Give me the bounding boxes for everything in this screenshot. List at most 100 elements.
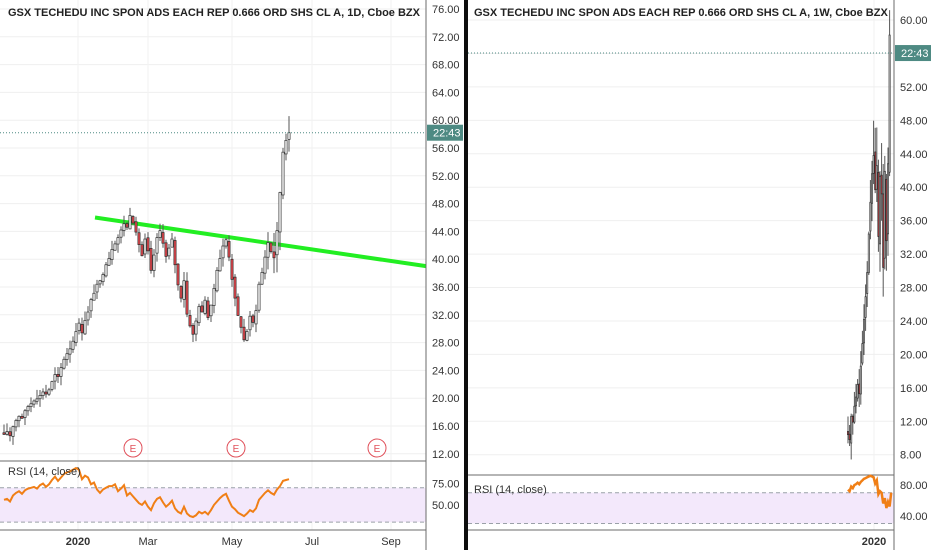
- price-tick-label: 56.00: [432, 143, 460, 155]
- candle: [263, 250, 267, 280]
- candle: [861, 330, 864, 366]
- earnings-label: E: [233, 444, 240, 455]
- price-tick-label: 36.00: [900, 216, 928, 228]
- candle: [86, 306, 90, 326]
- candle: [143, 233, 147, 259]
- candle: [866, 261, 869, 308]
- candle: [11, 425, 15, 445]
- rsi-pane: [468, 474, 894, 524]
- panel-divider[interactable]: [464, 0, 468, 550]
- candle: [880, 143, 883, 221]
- candle: [885, 174, 888, 271]
- price-tick-label: 16.00: [900, 383, 928, 395]
- earnings-marker: E: [367, 438, 387, 458]
- candle: [218, 249, 222, 272]
- candle: [251, 313, 255, 328]
- price-tick-label: 40.00: [432, 254, 460, 266]
- rsi-band: [468, 492, 894, 524]
- candle: [2, 424, 6, 435]
- trendline[interactable]: [94, 215, 427, 269]
- candle: [44, 384, 48, 398]
- candle: [173, 236, 177, 274]
- countdown-label: 22:43: [433, 128, 461, 140]
- daily-chart-panel[interactable]: E E E 76.00 72.00 68.00 64.00 60.00 56.00 52.00 4…: [0, 0, 464, 550]
- candle: [239, 315, 243, 334]
- candle: [215, 267, 219, 293]
- price-tick-label: 48.00: [900, 115, 928, 127]
- weekly-chart-panel[interactable]: 60.0056.0052.0048.0044.0040.0036.0032.00…: [468, 0, 932, 550]
- candle: [864, 284, 867, 331]
- candle: [35, 389, 39, 405]
- candle: [869, 180, 872, 240]
- candle: [152, 249, 156, 278]
- candle: [179, 285, 183, 303]
- candle: [176, 263, 180, 291]
- candle: [8, 427, 12, 442]
- price-tick-label: 32.00: [432, 310, 460, 322]
- candle: [107, 251, 111, 267]
- candle: [125, 221, 129, 231]
- time-tick-label: Jul: [305, 536, 319, 548]
- candle: [855, 383, 857, 414]
- earnings-label: E: [130, 444, 137, 455]
- time-axis[interactable]: 2020 Mar May Jul Sep: [0, 529, 426, 548]
- candle: [191, 323, 195, 343]
- candle: [131, 215, 135, 226]
- chart-title: GSX TECHEDU INC SPON ADS EACH REP 0.666 …: [474, 7, 888, 19]
- candle: [134, 216, 138, 236]
- last-price-badge: [895, 45, 931, 62]
- candle: [847, 416, 849, 444]
- earnings-marker: E: [226, 438, 246, 458]
- candle: [71, 336, 75, 353]
- chart-title: GSX TECHEDU INC SPON ADS EACH REP 0.666 …: [8, 7, 421, 19]
- candle: [101, 272, 105, 286]
- candle: [182, 271, 186, 308]
- candle: [242, 318, 246, 342]
- candle: [887, 147, 889, 256]
- candle: [38, 390, 42, 407]
- price-tick-label: 24.00: [900, 316, 928, 328]
- price-tick-label: 16.00: [432, 421, 460, 433]
- candle: [56, 367, 60, 383]
- candle: [206, 296, 210, 321]
- candle: [50, 380, 54, 392]
- price-tick-label: 72.00: [432, 32, 460, 44]
- candle: [875, 127, 878, 202]
- candle: [850, 413, 853, 460]
- candle: [188, 309, 192, 328]
- candle: [113, 240, 117, 251]
- price-axis[interactable]: 76.00 72.00 68.00 64.00 60.00 56.00 52.00 48.00…: [427, 4, 463, 461]
- candle: [146, 232, 150, 255]
- candle: [853, 391, 856, 424]
- price-tick-label: 36.00: [432, 282, 460, 294]
- time-tick-label: 2020: [862, 536, 886, 548]
- candle: [74, 322, 78, 347]
- candle: [248, 311, 252, 337]
- rsi-tick-label: 50.00: [432, 500, 460, 512]
- candle: [272, 232, 276, 274]
- price-tick-label: 12.00: [900, 416, 928, 428]
- candle: [20, 413, 24, 419]
- price-tick-label: 28.00: [900, 283, 928, 295]
- candle: [137, 228, 141, 253]
- time-axis[interactable]: 2020: [468, 529, 894, 548]
- candle: [856, 379, 859, 402]
- price-tick-label: 12.00: [432, 449, 460, 461]
- price-tick-label: 20.00: [432, 393, 460, 405]
- price-axis[interactable]: 60.0056.0052.0048.0044.0040.0036.0032.00…: [895, 15, 931, 462]
- candle: [158, 223, 162, 242]
- rsi-line: [847, 474, 893, 509]
- rsi-axis: 75.00 50.00: [432, 478, 460, 511]
- rsi-label: RSI (14, close): [474, 484, 547, 496]
- candle: [874, 127, 877, 194]
- price-tick-label: 64.00: [432, 87, 460, 99]
- candle: [257, 281, 261, 313]
- rsi-tick-label: 75.00: [432, 478, 460, 490]
- candle: [871, 160, 873, 222]
- price-tick-label: 44.00: [432, 226, 460, 238]
- rsi-tick-label: 80.00: [900, 480, 928, 492]
- candle: [882, 164, 885, 297]
- candle: [212, 283, 216, 314]
- candle: [119, 226, 123, 244]
- candle: [883, 155, 886, 270]
